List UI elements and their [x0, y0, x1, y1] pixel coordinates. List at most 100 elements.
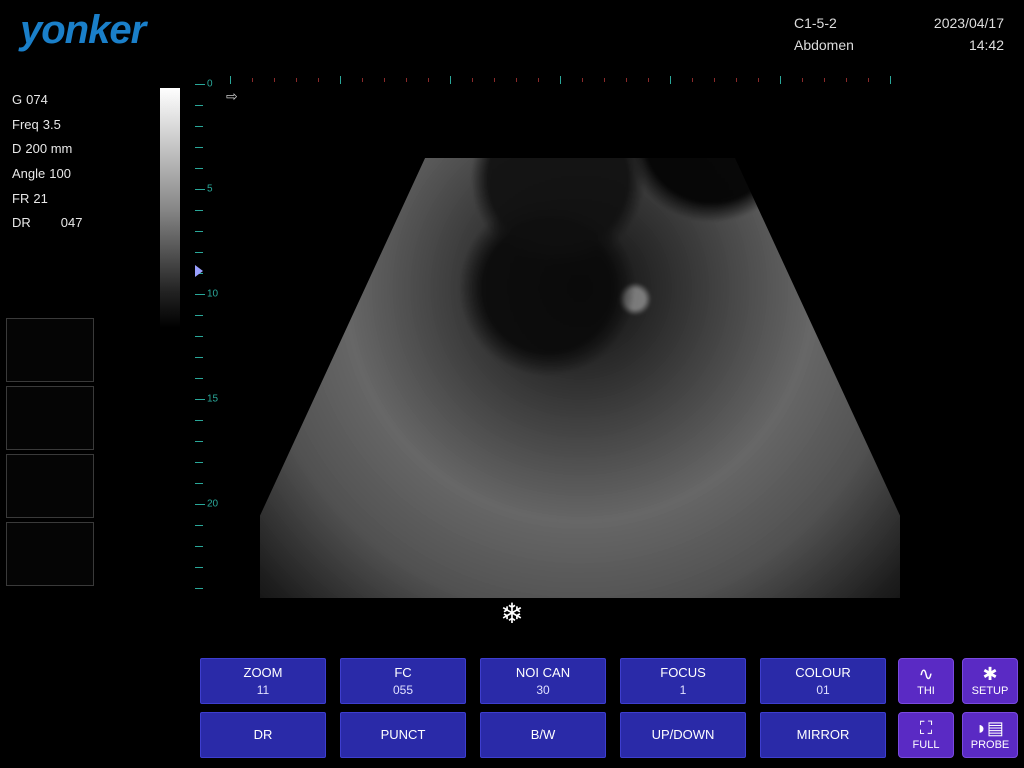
- fr-value: 21: [33, 187, 47, 212]
- depth-tick-label: 15: [207, 394, 218, 405]
- depth-minor-tick: [195, 147, 203, 148]
- depth-minor-tick: [195, 315, 203, 316]
- probe-id: C1-5-2: [794, 12, 854, 34]
- brand-logo: yonker: [20, 8, 145, 53]
- header-probe-col: C1-5-2 Abdomen: [794, 12, 854, 57]
- button-label: COLOUR: [795, 665, 851, 681]
- button-label: PUNCT: [381, 727, 426, 743]
- header-right: C1-5-2 Abdomen 2023/04/17 14:42: [794, 8, 1004, 57]
- depth-minor-tick: [195, 462, 203, 463]
- depth-minor-tick: [195, 357, 203, 358]
- depth-minor-tick: [195, 588, 203, 589]
- depth-minor-tick: [195, 126, 203, 127]
- depth-tick: [195, 189, 205, 190]
- setup-button[interactable]: ✱ SETUP: [962, 658, 1018, 704]
- depth-minor-tick: [195, 336, 203, 337]
- ruler-tick: [846, 78, 847, 82]
- time-text: 14:42: [934, 34, 1004, 56]
- ruler-tick: [780, 76, 781, 84]
- button-value: 30: [536, 683, 549, 697]
- focus-button[interactable]: FOCUS 1: [620, 658, 746, 704]
- ruler-tick: [560, 76, 561, 84]
- depth-tick: [195, 84, 205, 85]
- depth-tick-label: 10: [207, 289, 218, 300]
- ruler-tick: [318, 78, 319, 82]
- arrow-right-icon: ⇨: [226, 88, 238, 105]
- button-value: 055: [393, 683, 413, 697]
- depth-minor-tick: [195, 546, 203, 547]
- preset-name: Abdomen: [794, 34, 854, 56]
- up-down-button[interactable]: UP/DOWN: [620, 712, 746, 758]
- noi-can-button[interactable]: NOI CAN 30: [480, 658, 606, 704]
- ruler-tick: [516, 78, 517, 82]
- side-button-label: SETUP: [972, 685, 1009, 697]
- d-value: 200 mm: [25, 137, 72, 162]
- depth-minor-tick: [195, 231, 203, 232]
- depth-minor-tick: [195, 105, 203, 106]
- ruler-tick: [450, 76, 451, 84]
- depth-tick: [195, 399, 205, 400]
- focus-marker-icon: [195, 265, 203, 277]
- ruler-tick: [252, 78, 253, 82]
- thumbnail-slot[interactable]: [6, 522, 94, 586]
- ruler-tick: [230, 76, 231, 84]
- ruler-tick: [604, 78, 605, 82]
- button-label: UP/DOWN: [652, 727, 715, 743]
- button-label: DR: [254, 727, 273, 743]
- thumbnail-slot[interactable]: [6, 318, 94, 382]
- ruler-tick: [714, 78, 715, 82]
- freq-value: 3.5: [43, 113, 61, 138]
- ruler-tick: [868, 78, 869, 82]
- depth-tick-label: 0: [207, 79, 213, 90]
- button-label: B/W: [531, 727, 556, 743]
- thumbnail-slot[interactable]: [6, 454, 94, 518]
- colour-button[interactable]: COLOUR01: [760, 658, 886, 704]
- ruler-tick: [736, 78, 737, 82]
- punct-button[interactable]: PUNCT: [340, 712, 466, 758]
- g-label: G: [12, 92, 22, 107]
- ruler-tick: [538, 78, 539, 82]
- g-value: 074: [26, 88, 48, 113]
- b-w-button[interactable]: B/W: [480, 712, 606, 758]
- depth-minor-tick: [195, 252, 203, 253]
- side-button-label: FULL: [913, 739, 940, 751]
- full-button[interactable]: ⛶FULL: [898, 712, 954, 758]
- thi-button[interactable]: ∿THI: [898, 658, 954, 704]
- angle-label: Angle: [12, 166, 45, 181]
- probe-icon: ◗▤: [976, 719, 1004, 737]
- ruler-tick: [274, 78, 275, 82]
- button-value: 11: [257, 683, 269, 697]
- scan-params: G074 Freq3.5 D200 mm Angle100 FR21 DR047: [12, 88, 82, 236]
- control-grid: ZOOM11 FC055 NOI CAN 30 FOCUS 1 COLOUR01 DR PUNC…: [200, 658, 886, 756]
- ruler-tick: [296, 78, 297, 82]
- button-value: 1: [680, 683, 687, 697]
- ruler-tick: [802, 78, 803, 82]
- ruler-tick: [670, 76, 671, 84]
- fr-label: FR: [12, 191, 29, 206]
- button-label: NOI CAN: [516, 665, 570, 681]
- scan-fan: [260, 158, 900, 598]
- fc-button[interactable]: FC055: [340, 658, 466, 704]
- setup-icon: ✱: [982, 665, 997, 683]
- zoom-button[interactable]: ZOOM11: [200, 658, 326, 704]
- side-button-label: THI: [917, 685, 935, 697]
- ruler-tick: [384, 78, 385, 82]
- dr-value: 047: [61, 211, 83, 236]
- thumbnail-column: [6, 318, 98, 590]
- ruler-tick: [890, 76, 891, 84]
- depth-tick-label: 20: [207, 499, 218, 510]
- depth-minor-tick: [195, 378, 203, 379]
- probe-button[interactable]: ◗▤ PROBE: [962, 712, 1018, 758]
- ruler-tick: [692, 78, 693, 82]
- depth-minor-tick: [195, 420, 203, 421]
- grayscale-bar: [160, 88, 180, 328]
- d-label: D: [12, 141, 21, 156]
- mirror-button[interactable]: MIRROR: [760, 712, 886, 758]
- top-ruler: [230, 76, 900, 86]
- button-label: FOCUS: [660, 665, 706, 681]
- side-button-label: PROBE: [971, 739, 1010, 751]
- dr-button[interactable]: DR: [200, 712, 326, 758]
- depth-minor-tick: [195, 168, 203, 169]
- ultrasound-image: [260, 158, 900, 598]
- thumbnail-slot[interactable]: [6, 386, 94, 450]
